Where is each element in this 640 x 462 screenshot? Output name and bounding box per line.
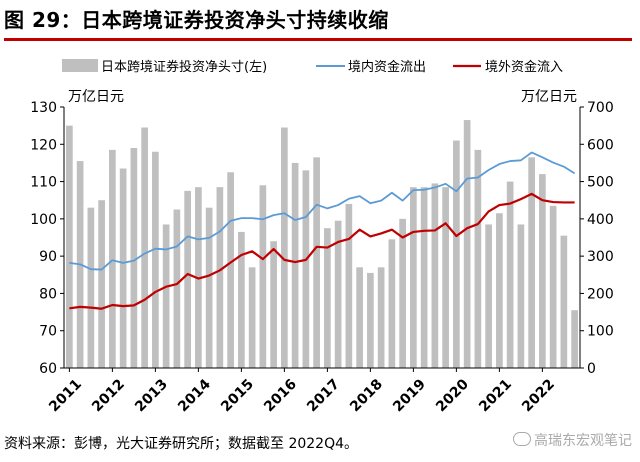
- x-tick-label: 2013: [132, 376, 171, 415]
- legend-inflow-label: 境外资金流入: [485, 59, 563, 75]
- x-tick-label: 2019: [390, 376, 429, 415]
- bar-6: [130, 148, 138, 368]
- bar-23: [313, 157, 320, 368]
- bar-25: [334, 220, 342, 368]
- bar-39: [485, 224, 492, 368]
- source-note: 资料来源：彭博，光大证券研究所；数据截至 2022Q4。: [4, 436, 359, 452]
- x-tick-label: 2014: [175, 376, 214, 415]
- left-tick-label: 90: [39, 249, 57, 265]
- bar-36: [453, 140, 460, 368]
- x-tick-label: 2018: [347, 376, 386, 415]
- bar-7: [141, 127, 148, 368]
- bar-38: [474, 149, 482, 368]
- bar-15: [227, 172, 234, 368]
- x-tick-label: 2016: [261, 376, 300, 415]
- bar-30: [388, 239, 396, 368]
- watermark-text: 高瑞东宏观笔记: [534, 433, 632, 449]
- bar-16: [238, 231, 245, 368]
- bar-0: [66, 125, 73, 368]
- bar-44: [539, 174, 546, 368]
- x-tick-label: 2017: [304, 376, 343, 415]
- bar-35: [442, 187, 449, 368]
- x-tick-label: 2011: [46, 376, 85, 415]
- x-tick-label: 2012: [89, 376, 128, 415]
- left-tick-label: 80: [39, 286, 57, 302]
- bar-26: [345, 203, 353, 368]
- right-unit-label: 万亿日元: [521, 89, 577, 105]
- inflow-line: [69, 192, 575, 310]
- bar-14: [216, 187, 224, 368]
- bar-8: [152, 151, 159, 368]
- chart-title: 图 29：日本跨境证券投资净头寸持续收缩: [4, 8, 389, 32]
- bar-3: [98, 200, 105, 368]
- bar-33: [420, 187, 428, 368]
- right-tick-label: 0: [587, 361, 596, 377]
- bar-29: [377, 267, 385, 368]
- bar-24: [324, 228, 331, 368]
- x-tick-label: 2022: [519, 376, 558, 415]
- right-tick-label: 200: [587, 286, 614, 302]
- right-tick-label: 700: [587, 100, 614, 116]
- bar-45: [549, 205, 557, 368]
- bar-18: [259, 185, 267, 368]
- x-tick-label: 2020: [433, 376, 472, 415]
- x-tick-label: 2021: [476, 376, 515, 415]
- wechat-icon: [513, 432, 531, 446]
- bar-5: [119, 168, 127, 368]
- left-tick-label: 60: [39, 361, 57, 377]
- bar-21: [291, 162, 299, 368]
- bar-41: [506, 181, 514, 368]
- left-unit-label: 万亿日元: [68, 89, 124, 105]
- legend-bar-label: 日本跨境证券投资净头寸(左): [101, 59, 267, 75]
- bar-9: [162, 224, 170, 368]
- bar-43: [528, 157, 535, 368]
- right-tick-label: 100: [587, 324, 614, 340]
- bar-10: [173, 209, 181, 368]
- bar-40: [496, 213, 503, 368]
- outflow-line: [69, 151, 576, 271]
- bar-47: [571, 310, 578, 368]
- bar-4: [109, 149, 116, 368]
- bar-31: [399, 218, 406, 368]
- right-tick-label: 600: [587, 137, 614, 153]
- bar-22: [302, 170, 310, 368]
- left-tick-label: 120: [30, 137, 57, 153]
- bar-17: [248, 267, 256, 368]
- bar-13: [205, 207, 213, 368]
- bar-19: [270, 241, 277, 368]
- left-tick-label: 70: [39, 324, 57, 340]
- bar-2: [87, 207, 95, 368]
- title-divider: [4, 38, 632, 41]
- bar-32: [410, 187, 417, 368]
- bar-37: [463, 120, 471, 368]
- bar-20: [281, 127, 288, 368]
- bar-28: [367, 272, 374, 368]
- bar-11: [184, 190, 191, 368]
- x-tick-label: 2015: [218, 376, 257, 415]
- legend-outflow-label: 境内资金流出: [348, 59, 426, 75]
- watermark: 高瑞东宏观笔记: [513, 430, 632, 450]
- right-tick-label: 400: [587, 212, 614, 228]
- bar-46: [560, 235, 568, 368]
- right-tick-label: 500: [587, 175, 614, 191]
- bar-27: [356, 267, 363, 368]
- bar-34: [431, 183, 439, 368]
- right-tick-label: 300: [587, 249, 614, 265]
- left-tick-label: 130: [30, 100, 57, 116]
- bar-42: [517, 224, 525, 368]
- legend-bar-swatch: [62, 59, 98, 72]
- left-tick-label: 110: [30, 175, 57, 191]
- left-tick-label: 100: [30, 212, 57, 228]
